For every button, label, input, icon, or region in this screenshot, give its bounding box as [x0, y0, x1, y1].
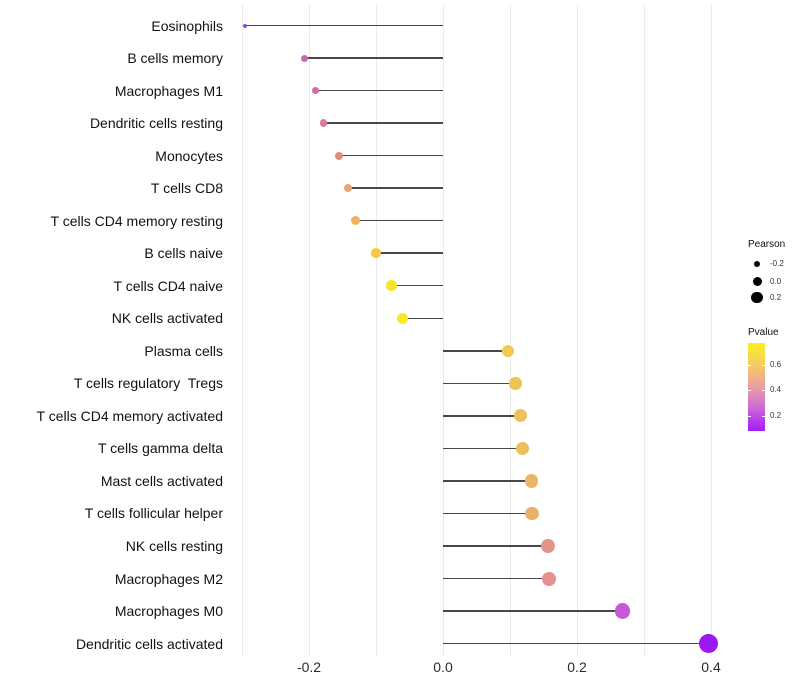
y-axis-label: Monocytes — [155, 147, 223, 164]
lollipop-dot — [301, 54, 309, 62]
lollipop-stem — [339, 154, 443, 157]
y-axis-label: Dendritic cells activated — [75, 635, 223, 652]
y-axis-label: Dendritic cells resting — [89, 115, 223, 132]
pvalue-legend-label: 0.2 — [770, 410, 782, 420]
lollipop-stem — [443, 350, 508, 352]
colorbar-tick-mark — [762, 364, 765, 366]
lollipop-stem — [443, 415, 521, 417]
y-axis-label: Plasma cells — [144, 342, 223, 359]
pearson-legend-label: 0.2 — [770, 292, 782, 302]
gridline — [509, 5, 511, 656]
x-tick-label: 0.2 — [567, 659, 587, 675]
colorbar-tick-mark — [748, 364, 751, 366]
y-axis-label: T cells regulatory Tregs — [73, 375, 223, 392]
pearson-legend-dot — [751, 291, 763, 304]
lollipop-dot — [509, 377, 522, 390]
lollipop-dot — [541, 571, 556, 586]
pearson-legend-label: 0.0 — [770, 276, 782, 286]
y-axis-label: B cells memory — [127, 50, 223, 67]
y-axis-label: T cells CD4 memory resting — [50, 212, 223, 229]
pearson-legend-label: -0.2 — [770, 259, 784, 268]
y-axis-label: Macrophages M0 — [114, 603, 223, 620]
lollipop-stem — [443, 545, 549, 547]
lollipop-stem — [443, 642, 709, 645]
pearson-legend-dot — [752, 277, 762, 286]
gridline — [576, 5, 578, 656]
pearson-legend-title: Pearson — [748, 239, 786, 250]
colorbar-tick-mark — [762, 415, 765, 417]
y-axis-label: B cells naive — [144, 245, 223, 262]
pvalue-legend-title: Pvalue — [748, 327, 779, 338]
lollipop-stem — [376, 252, 443, 254]
lollipop-stem — [323, 122, 443, 124]
x-tick-label: -0.2 — [296, 659, 322, 675]
y-axis-label: T cells follicular helper — [84, 505, 223, 522]
lollipop-dot — [319, 119, 328, 127]
y-axis-label: NK cells resting — [125, 537, 223, 554]
lollipop-dot — [343, 183, 353, 193]
lollipop-stem — [304, 57, 443, 59]
gridline — [241, 5, 243, 656]
y-axis-label: T cells CD8 — [150, 180, 223, 197]
gridline — [643, 5, 645, 656]
pvalue-legend-label: 0.6 — [770, 359, 782, 369]
lollipop-dot — [515, 441, 529, 455]
lollipop-stem — [402, 317, 443, 320]
lollipop-dot — [335, 151, 344, 160]
lollipop-dot — [501, 344, 515, 358]
lollipop-stem — [443, 577, 549, 580]
lollipop-dot — [351, 216, 361, 226]
lollipop-stem — [443, 480, 532, 482]
lollipop-dot — [242, 23, 247, 28]
y-axis-label: T cells CD4 memory activated — [36, 407, 223, 424]
colorbar-tick-mark — [748, 390, 751, 392]
gridline — [308, 5, 310, 656]
x-tick-label: 0.4 — [701, 659, 721, 675]
lollipop-stem — [443, 382, 516, 385]
lollipop-stem — [443, 610, 623, 612]
lollipop-dot — [614, 603, 631, 619]
y-axis-label: T cells gamma delta — [97, 440, 223, 457]
y-axis-label: Macrophages M1 — [114, 82, 223, 99]
lollipop-stem — [443, 447, 523, 450]
lollipop-stem — [391, 284, 443, 287]
lollipop-stem — [355, 219, 443, 222]
lollipop-stem — [443, 512, 533, 515]
lollipop-dot — [396, 312, 408, 324]
lollipop-dot — [698, 634, 718, 654]
x-tick-label: 0.0 — [433, 659, 453, 675]
gridline — [442, 5, 444, 656]
lollipop-dot — [312, 87, 320, 95]
y-axis-label: T cells CD4 naive — [113, 277, 223, 294]
lollipop-stem — [244, 24, 443, 27]
lollipop-dot — [525, 506, 539, 521]
colorbar-tick-mark — [748, 415, 751, 417]
y-axis-label: NK cells activated — [111, 310, 223, 327]
pvalue-colorbar — [748, 343, 765, 431]
lollipop-stem — [347, 187, 443, 189]
y-axis-label: Mast cells activated — [100, 472, 223, 489]
lollipop-dot — [524, 474, 539, 488]
gridline — [375, 5, 377, 656]
y-axis-label: Macrophages M2 — [114, 570, 223, 587]
colorbar-tick-mark — [762, 390, 765, 392]
pvalue-legend-label: 0.4 — [770, 385, 782, 395]
pearson-legend-dot — [753, 260, 761, 268]
lollipop-stem — [315, 89, 443, 92]
lollipop-dot — [371, 248, 381, 258]
lollipop-dot — [386, 280, 397, 291]
y-axis-label: Eosinophils — [151, 17, 223, 34]
lollipop-dot — [541, 538, 556, 553]
gridline — [710, 5, 712, 656]
lollipop-dot — [514, 409, 528, 423]
